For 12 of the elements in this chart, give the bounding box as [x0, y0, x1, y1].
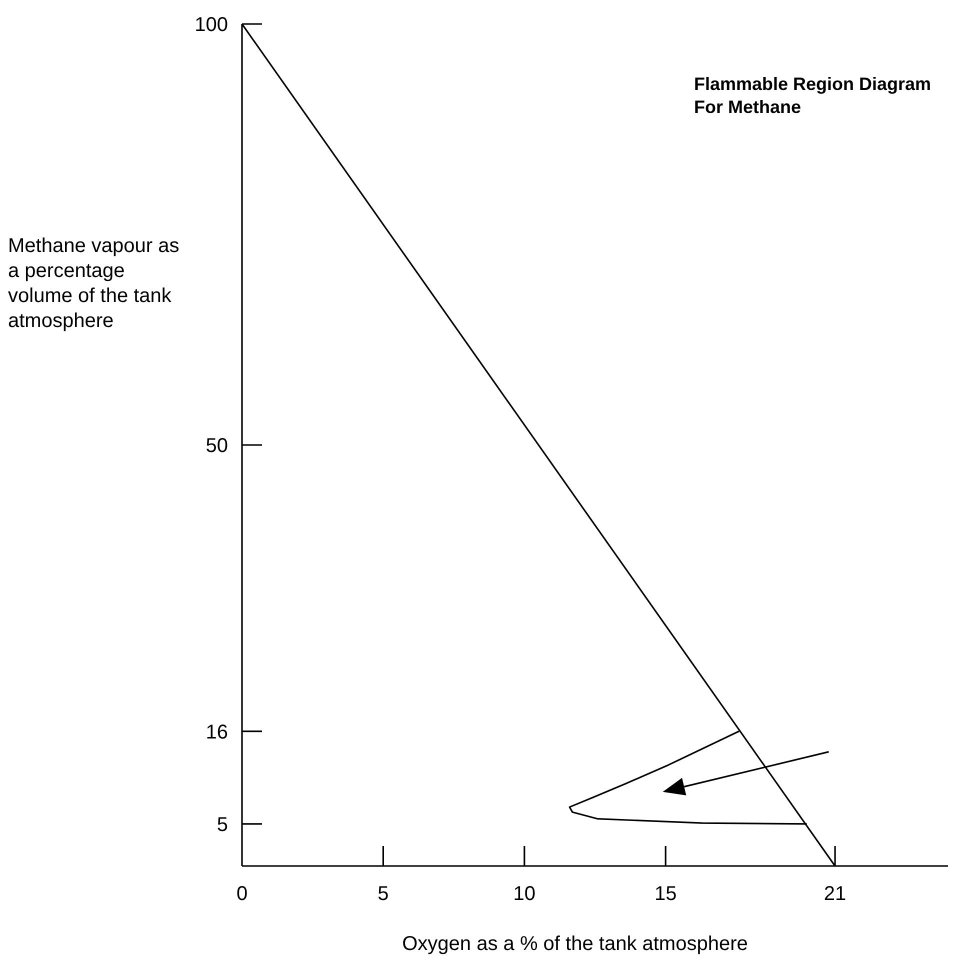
- y-tick-label: 100: [194, 14, 228, 36]
- x-tick-label: 10: [513, 883, 536, 905]
- x-tick-label: 15: [654, 883, 677, 905]
- y-axis-title: Methane vapour as a percentage volume of the tank atmosphere: [8, 235, 180, 332]
- x-axis-title: Oxygen as a % of the tank atmosphere: [402, 933, 748, 955]
- x-tick-label: 5: [378, 883, 389, 905]
- x-tick-label: 21: [824, 883, 846, 905]
- text: Flammable Region Diagram For Methane: [694, 74, 932, 117]
- y-tick-label: 5: [216, 814, 228, 836]
- x-tick-label: 0: [236, 883, 248, 905]
- y-tick-label: 16: [206, 721, 228, 744]
- y-tick-label: 50: [206, 435, 228, 457]
